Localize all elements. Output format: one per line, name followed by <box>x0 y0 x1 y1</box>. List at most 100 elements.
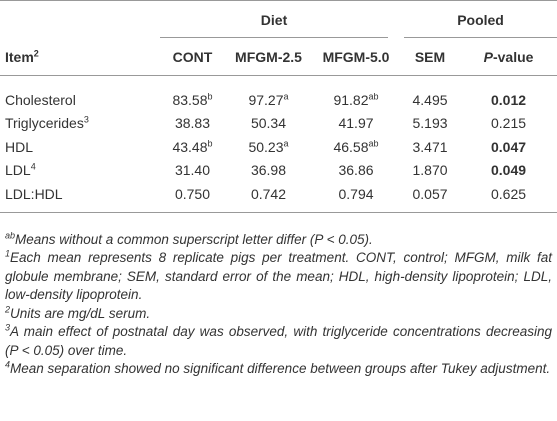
cell-text: 3.471 <box>412 138 448 155</box>
table-cell: 97.27a <box>225 76 312 112</box>
cell-text: 0.750 <box>174 185 211 202</box>
table-cell: 0.012 <box>460 76 557 112</box>
footnote-mark: 2 <box>5 304 11 314</box>
footnote-text: Units are mg/dL serum. <box>10 305 151 321</box>
cell-text: 0.012 <box>491 91 527 108</box>
table-cell: 38.83 <box>160 112 225 136</box>
cell-text: 50.34 <box>250 115 287 132</box>
table-cell: 41.97 <box>312 112 400 136</box>
cell-text: Item <box>5 49 34 65</box>
cell-italic: P <box>483 49 493 65</box>
table-cell: 91.82ab <box>312 76 400 112</box>
superscript: b <box>207 138 213 149</box>
table-cell: 0.625 <box>460 182 557 213</box>
table-cell: 3.471 <box>400 135 460 159</box>
column-header: MFGM-5.0 <box>312 39 401 76</box>
cell-text: 43.48 <box>172 138 208 155</box>
superscript: a <box>283 138 289 149</box>
column-header: CONT <box>160 39 225 76</box>
cell-text: 1.870 <box>412 162 448 179</box>
footnote: 1Each mean represents 8 replicate pigs p… <box>5 249 552 305</box>
table-cell: 0.047 <box>460 135 557 159</box>
cell-text: MFGM-2.5 <box>235 49 302 65</box>
column-header: Item2 <box>0 39 160 76</box>
cell-text: 0.742 <box>250 185 287 202</box>
table-row: LDL4 31.40 36.98 36.86 1.870 0.049 <box>0 159 557 183</box>
superscript: b <box>207 91 213 102</box>
group-label: Diet <box>160 2 389 38</box>
table-body: Cholesterol 83.58b 97.27a 91.82ab 4.495 0.012… <box>0 76 557 213</box>
data-table: Diet Pooled Item2 CONT MFGM-2.5 MFGM-5.0 SEM… <box>0 0 557 213</box>
table-cell: 83.58b <box>160 76 225 112</box>
cell-text: 0.794 <box>338 185 374 202</box>
cell-text: SEM <box>414 49 446 65</box>
table-cell: HDL <box>0 135 160 159</box>
table-cell: 5.193 <box>400 112 460 136</box>
cell-text: MFGM-5.0 <box>322 49 390 65</box>
empty-header <box>0 1 160 40</box>
footnote: 2Units are mg/dL serum. <box>5 305 552 324</box>
table-cell: 50.34 <box>225 112 312 136</box>
footnotes: abMeans without a common superscript let… <box>0 231 557 379</box>
cell-text: -value <box>492 49 534 65</box>
superscript: 4 <box>30 161 36 172</box>
cell-text: 83.58 <box>172 91 208 108</box>
superscript: ab <box>368 138 379 149</box>
cell-text: 38.83 <box>174 115 211 132</box>
cell-text: CONT <box>172 49 213 65</box>
table-cell: 0.794 <box>312 182 401 213</box>
table-cell: 36.98 <box>225 159 312 183</box>
footnote-mark: 1 <box>5 248 11 259</box>
footnote-text: Each mean represents 8 replicate pigs pe… <box>5 250 552 302</box>
footnote-mark: 4 <box>5 359 11 370</box>
cell-text: 36.86 <box>338 162 374 179</box>
cell-text: 41.97 <box>338 115 374 132</box>
group-header: Pooled <box>400 1 557 40</box>
cell-text: 50.23 <box>248 138 284 155</box>
footnote: 4Mean separation showed no significant d… <box>5 360 552 379</box>
table-cell: 43.48b <box>160 135 225 159</box>
cell-text: 4.495 <box>412 91 448 108</box>
table-row: Cholesterol 83.58b 97.27a 91.82ab 4.495 0.012 <box>0 76 557 112</box>
table-row: HDL 43.48b 50.23a 46.58ab 3.471 0.047 <box>0 135 557 159</box>
table-cell: LDL:HDL <box>0 182 160 213</box>
cell-text: Cholesterol <box>5 91 76 108</box>
group-header: Diet <box>160 1 400 40</box>
cell-text: 97.27 <box>248 91 284 108</box>
cell-text: 5.193 <box>412 115 448 132</box>
table-cell: LDL4 <box>0 159 160 183</box>
table-cell: 0.057 <box>400 182 461 213</box>
table-cell: 1.870 <box>400 159 460 183</box>
cell-text: 36.98 <box>250 162 287 179</box>
footnote: 3A main effect of postnatal day was obse… <box>5 323 552 360</box>
cell-text: LDL:HDL <box>5 185 63 202</box>
cell-text: 0.625 <box>491 185 527 202</box>
superscript: 2 <box>33 48 39 59</box>
table-cell: 4.495 <box>400 76 460 112</box>
footnote: abMeans without a common superscript let… <box>5 231 552 250</box>
cell-text: 0.049 <box>491 162 527 179</box>
group-label: Pooled <box>404 2 557 38</box>
table-cell: Triglycerides3 <box>0 112 160 136</box>
table-cell: 0.215 <box>460 112 557 136</box>
superscript: 3 <box>83 114 89 125</box>
cell-text: 31.40 <box>174 162 211 179</box>
footnote-text: Means without a common superscript lette… <box>15 231 373 247</box>
table-cell: 0.049 <box>460 159 557 183</box>
footnote-mark: 3 <box>5 322 11 333</box>
cell-text: Triglycerides <box>5 115 84 132</box>
table-row: LDL:HDL 0.750 0.742 0.794 0.057 0.625 <box>0 182 557 213</box>
cell-text: 0.215 <box>491 115 527 132</box>
table-cell: 0.742 <box>225 182 312 213</box>
column-header: SEM <box>400 39 461 76</box>
cell-text: LDL <box>5 162 31 179</box>
superscript: a <box>283 91 289 102</box>
footnote-text: A main effect of postnatal day was obser… <box>5 324 552 358</box>
header-row: Item2 CONT MFGM-2.5 MFGM-5.0 SEM P-value <box>0 39 557 76</box>
cell-text: HDL <box>5 138 34 155</box>
table-cell: 0.750 <box>160 182 225 213</box>
footnote-mark: ab <box>5 230 16 240</box>
footnote-text: Mean separation showed no significant di… <box>10 361 551 376</box>
cell-text: 0.047 <box>491 138 527 155</box>
